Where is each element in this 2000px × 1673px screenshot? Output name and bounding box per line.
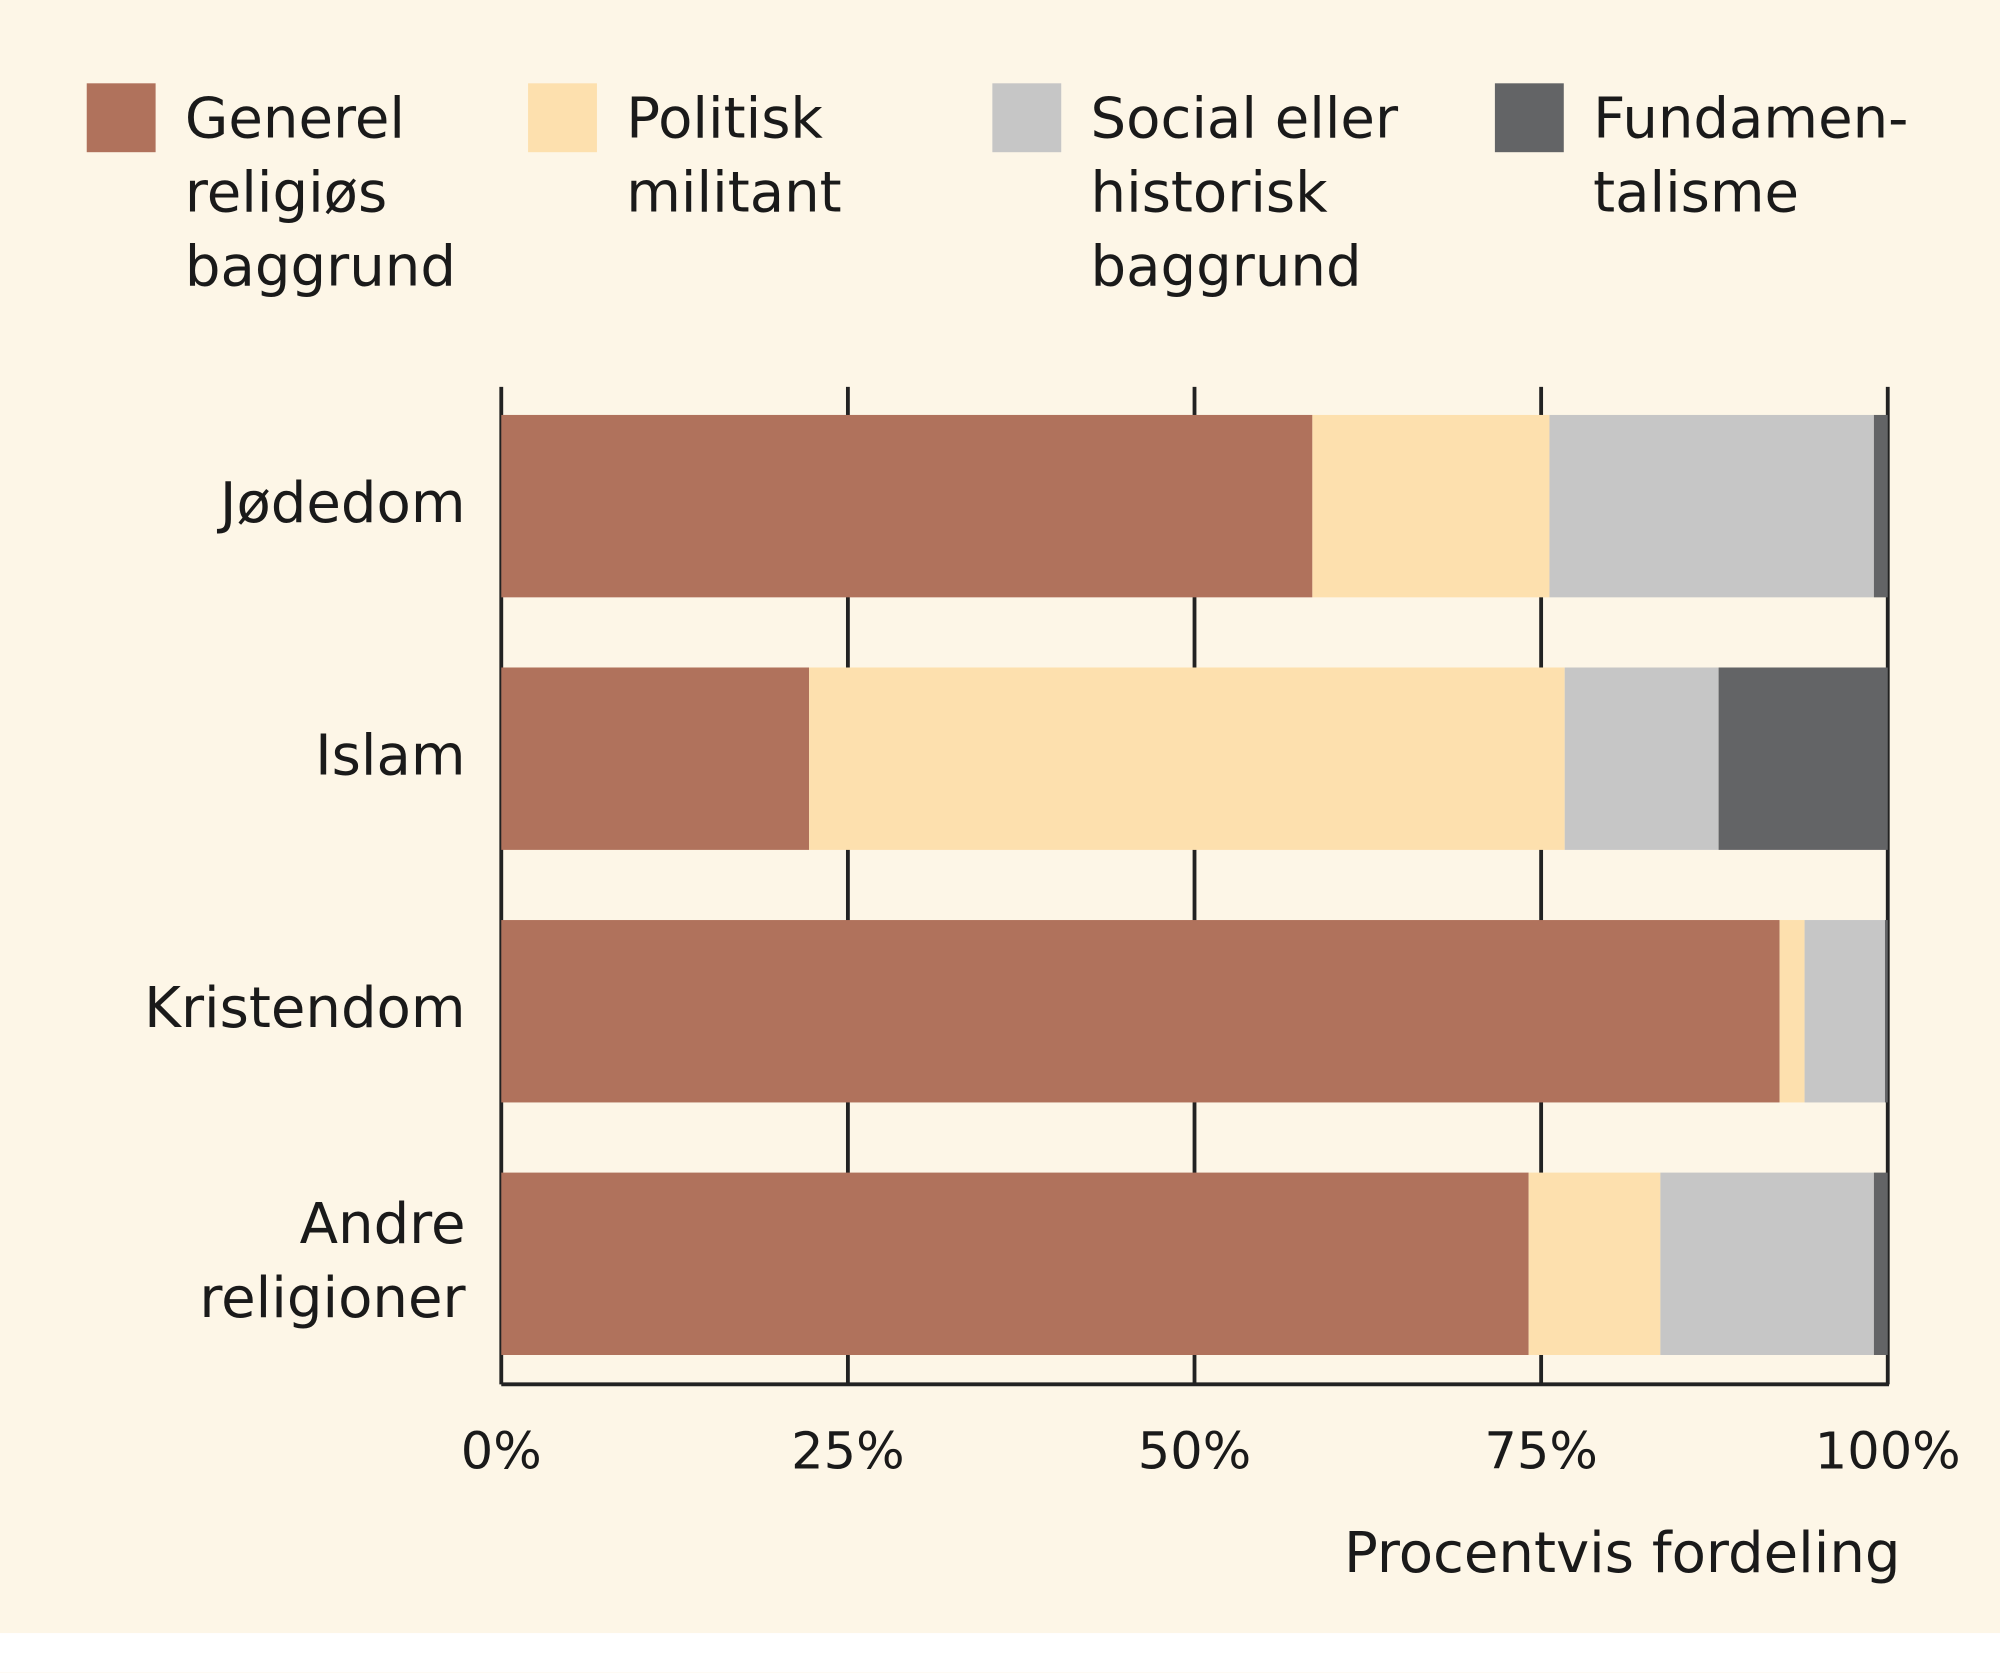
x-axis-label: Procentvis fordeling: [1344, 1521, 1900, 1586]
bars: [501, 414, 1888, 1355]
bar-segment: [1312, 414, 1550, 598]
legend-label: Social eller historisk baggrund: [1091, 86, 1399, 299]
bar-segment: [501, 414, 1313, 598]
legend-swatch: [992, 83, 1062, 153]
legend-label: Generel religiøs baggrund: [185, 86, 456, 299]
x-tick-label: 0%: [461, 1422, 542, 1481]
legend-label: Politisk militant: [626, 86, 841, 225]
bar-segment: [1873, 1172, 1888, 1355]
bar-segment: [1873, 414, 1888, 598]
bar-segment: [1804, 920, 1885, 1103]
bar-segment: [1660, 1172, 1874, 1355]
bar-segment: [809, 667, 1565, 850]
bar-segment: [1564, 667, 1719, 850]
x-tick-label: 50%: [1138, 1422, 1251, 1481]
bar-segment: [1779, 920, 1805, 1103]
y-tick-label: Kristendom: [144, 976, 465, 1041]
bar-segment: [501, 920, 1780, 1103]
y-tick-label: Andre religioner: [199, 1191, 466, 1330]
y-tick-label: Islam: [315, 723, 465, 788]
bar-segment: [1549, 414, 1874, 598]
x-tick-label: 100%: [1815, 1422, 1961, 1481]
legend-label: Fundamen-talisme: [1593, 86, 1908, 225]
legend-swatch: [528, 83, 597, 153]
bar-segment: [1718, 667, 1888, 850]
bar-segment: [1884, 920, 1888, 1103]
labels: 0% 25% 50% 75% 100% Generel religiøs baggrund Po…: [86, 83, 1961, 1481]
legend-swatch: [86, 83, 156, 153]
bar-segment: [501, 1172, 1529, 1355]
bar-segment: [1528, 1172, 1661, 1355]
x-tick-label: 75%: [1484, 1422, 1597, 1481]
legend-swatch: [1494, 83, 1564, 153]
bar-segment: [501, 667, 810, 850]
x-tick-label: 25%: [791, 1422, 904, 1481]
bottom-strip: [0, 1633, 2000, 1673]
y-tick-label: Jødedom: [217, 471, 466, 536]
